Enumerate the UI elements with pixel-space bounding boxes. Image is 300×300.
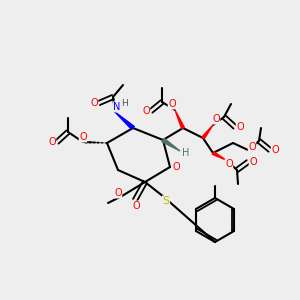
Text: S: S [162,196,169,206]
Text: O: O [168,99,176,109]
Text: O: O [172,162,180,172]
Text: H: H [121,98,128,107]
Polygon shape [212,152,226,160]
Polygon shape [202,125,213,139]
Text: O: O [142,106,150,116]
Text: N: N [113,102,121,112]
Text: O: O [236,122,244,132]
Text: O: O [132,201,140,211]
Text: O: O [271,145,279,155]
Text: O: O [114,188,122,198]
Text: O: O [248,142,256,152]
Polygon shape [175,110,184,129]
Text: O: O [90,98,98,108]
Text: O: O [212,114,220,124]
Polygon shape [115,112,134,130]
Text: O: O [249,157,257,167]
Text: H: H [182,148,190,158]
Text: O: O [48,137,56,147]
Polygon shape [162,138,180,151]
Text: O: O [79,132,87,142]
Text: O: O [225,159,233,169]
